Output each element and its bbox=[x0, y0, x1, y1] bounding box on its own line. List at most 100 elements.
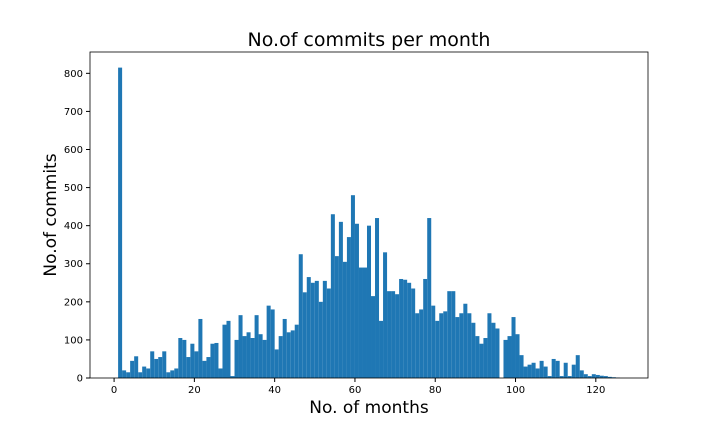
bar bbox=[282, 318, 287, 378]
bar bbox=[411, 288, 416, 378]
bar bbox=[443, 311, 448, 378]
bar bbox=[238, 315, 243, 378]
bar bbox=[427, 218, 432, 378]
bar bbox=[162, 351, 167, 378]
bar bbox=[607, 376, 612, 378]
bar bbox=[150, 351, 155, 378]
bar bbox=[567, 376, 572, 378]
bar bbox=[535, 368, 540, 378]
bar bbox=[447, 291, 452, 378]
bar bbox=[278, 336, 283, 378]
bar bbox=[174, 368, 179, 378]
bar bbox=[262, 339, 267, 378]
bar bbox=[571, 364, 576, 378]
bar bbox=[591, 374, 596, 378]
bar bbox=[178, 338, 183, 378]
bar bbox=[495, 328, 500, 378]
bar bbox=[599, 375, 604, 378]
bar bbox=[358, 267, 363, 378]
bar bbox=[134, 356, 139, 378]
bar bbox=[226, 320, 231, 378]
bar bbox=[334, 256, 339, 378]
bar bbox=[166, 372, 171, 378]
bar bbox=[234, 339, 239, 378]
y-tick-label: 0 bbox=[77, 374, 83, 385]
bar bbox=[202, 360, 207, 378]
bar bbox=[595, 374, 600, 378]
x-tick-label: 100 bbox=[506, 385, 525, 396]
bar bbox=[507, 336, 512, 378]
bar bbox=[310, 282, 315, 378]
bar bbox=[338, 221, 343, 378]
bar bbox=[302, 292, 307, 378]
bar bbox=[415, 313, 420, 378]
bar bbox=[366, 225, 372, 378]
bar bbox=[487, 313, 492, 378]
bar bbox=[419, 309, 424, 378]
bar bbox=[395, 294, 400, 378]
bar bbox=[431, 305, 436, 378]
bar bbox=[326, 288, 331, 378]
y-tick-label: 200 bbox=[64, 297, 83, 308]
bar bbox=[286, 332, 291, 378]
bar bbox=[371, 296, 376, 378]
x-axis-label: No. of months bbox=[309, 398, 429, 418]
bar bbox=[350, 195, 355, 378]
bar bbox=[294, 324, 299, 378]
bar bbox=[154, 358, 159, 378]
bar bbox=[198, 318, 203, 378]
bar bbox=[379, 320, 384, 378]
chart-title: No.of commits per month bbox=[248, 29, 491, 51]
y-tick-label: 300 bbox=[64, 259, 83, 270]
x-tick-label: 80 bbox=[429, 385, 442, 396]
bar bbox=[258, 334, 263, 378]
bar bbox=[491, 322, 496, 378]
x-tick-label: 0 bbox=[111, 385, 117, 396]
bar bbox=[403, 279, 408, 378]
bar bbox=[138, 372, 143, 378]
bar bbox=[511, 317, 516, 378]
bar bbox=[383, 252, 388, 378]
bar bbox=[459, 313, 464, 378]
bar bbox=[274, 349, 279, 378]
bar bbox=[471, 322, 476, 378]
bar bbox=[362, 267, 367, 378]
bar bbox=[290, 330, 295, 378]
bar bbox=[531, 362, 536, 378]
bar bbox=[322, 280, 327, 378]
bar bbox=[306, 277, 311, 378]
y-tick-label: 100 bbox=[64, 335, 83, 346]
bar bbox=[230, 376, 235, 378]
bar bbox=[455, 317, 460, 378]
bar bbox=[515, 334, 520, 378]
bar bbox=[475, 336, 480, 378]
bar bbox=[575, 355, 580, 378]
bar bbox=[439, 313, 444, 378]
bar bbox=[563, 362, 568, 378]
bar bbox=[170, 370, 175, 378]
y-tick-label: 600 bbox=[64, 145, 83, 156]
bar bbox=[479, 343, 484, 378]
bar bbox=[519, 355, 524, 378]
bar bbox=[391, 291, 396, 378]
bar bbox=[118, 67, 123, 378]
bar bbox=[270, 309, 275, 378]
bar bbox=[451, 291, 456, 378]
bar bbox=[190, 343, 195, 378]
y-tick-label: 700 bbox=[64, 107, 83, 118]
bar bbox=[399, 278, 404, 378]
bar bbox=[346, 237, 351, 378]
bar bbox=[587, 376, 592, 378]
bar bbox=[254, 315, 259, 378]
bar bbox=[126, 372, 131, 378]
bar bbox=[551, 358, 556, 378]
y-tick-label: 500 bbox=[64, 183, 83, 194]
bar bbox=[206, 357, 211, 378]
bar bbox=[407, 282, 412, 378]
bar bbox=[122, 370, 127, 378]
bar bbox=[579, 370, 584, 378]
y-tick-label: 800 bbox=[64, 69, 83, 80]
bar bbox=[142, 366, 147, 378]
y-tick-label: 400 bbox=[64, 221, 83, 232]
